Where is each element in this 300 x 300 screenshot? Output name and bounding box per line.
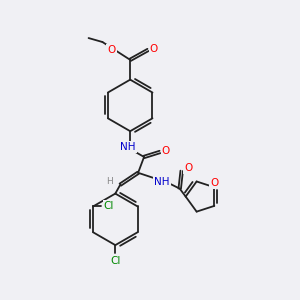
Text: O: O [184, 163, 193, 173]
Text: O: O [150, 44, 158, 54]
Text: Cl: Cl [110, 256, 121, 266]
Text: NH: NH [121, 142, 136, 152]
Text: Cl: Cl [104, 202, 114, 212]
Text: O: O [162, 146, 170, 156]
Text: O: O [107, 45, 116, 55]
Text: H: H [106, 177, 113, 186]
Text: O: O [210, 178, 218, 188]
Text: NH: NH [154, 177, 170, 187]
